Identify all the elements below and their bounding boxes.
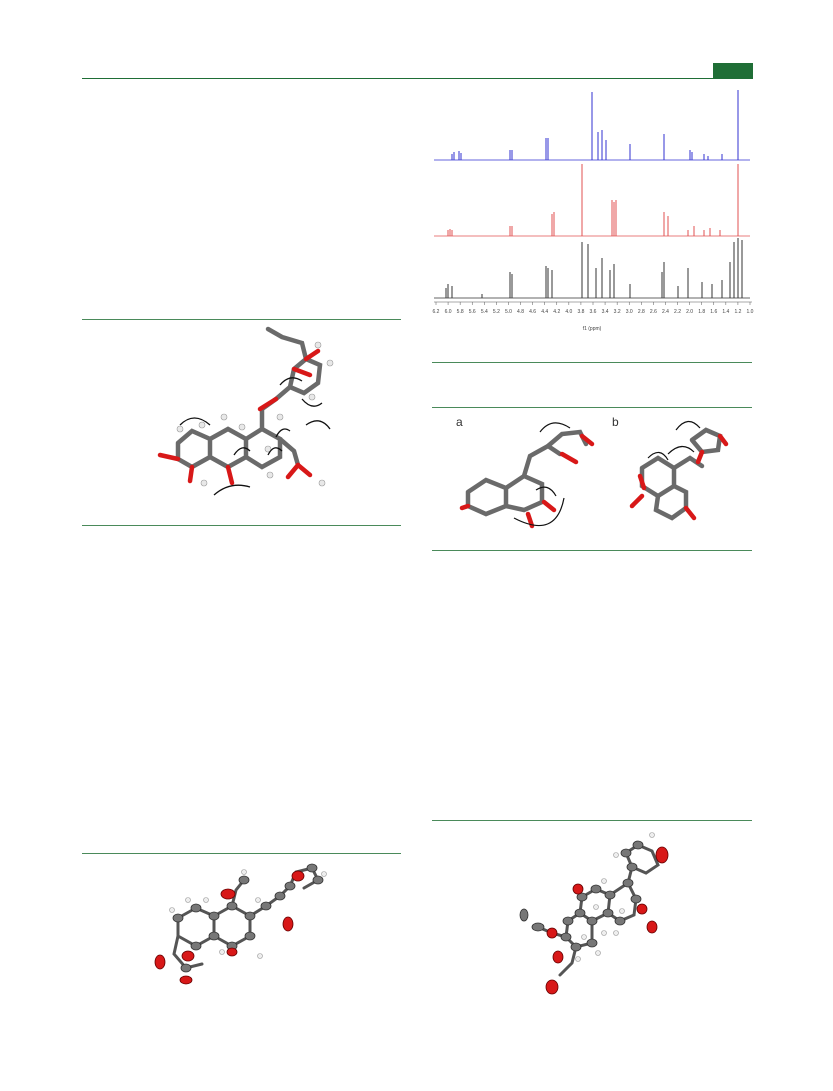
nmr-tick-label: 2.4 (662, 309, 669, 315)
ortep-2-carbons (519, 840, 644, 952)
figure-rule (432, 407, 752, 408)
hydrogen-atoms (176, 341, 334, 487)
ortep-1-oxygens (154, 870, 305, 985)
figure-rule (82, 319, 401, 320)
conformer-b-oxygens (629, 433, 729, 521)
nmr-tick-label: 3.6 (590, 309, 597, 315)
nmr-tick-label: 5.4 (481, 309, 488, 315)
nmr-tick-label: 1.4 (722, 309, 729, 315)
nmr-tick-label: 4.0 (565, 309, 572, 315)
nmr-tick-label: 3.2 (614, 309, 621, 315)
noe-structure-figure (157, 326, 334, 496)
nmr-axis-label: f1 (ppm) (583, 326, 602, 332)
nmr-tick-label: 6.0 (445, 309, 452, 315)
nmr-tick-label: 6.2 (433, 309, 440, 315)
nmr-tick-label: 5.6 (469, 309, 476, 315)
conformer-b-skeleton (639, 427, 723, 521)
conformer-a-oxygens (459, 433, 595, 529)
conformer-a-skeleton (465, 429, 589, 517)
conformer-figure: a b (456, 415, 729, 529)
nmr-trace-0 (434, 90, 750, 161)
nmr-tick-label: 1.8 (698, 309, 705, 315)
ortep-2-oxygens (545, 846, 669, 995)
journal-tab (713, 63, 753, 78)
nmr-tick-label: 5.0 (505, 309, 512, 315)
nmr-tick-label: 4.6 (529, 309, 536, 315)
figure-rule (82, 525, 401, 526)
carbon-skeleton (175, 326, 323, 470)
ortep-structure-2 (519, 832, 669, 995)
panel-label-b: b (612, 415, 619, 429)
nmr-tick-label: 2.2 (674, 309, 681, 315)
conformer-b-arrows (647, 420, 701, 461)
nmr-tick-label: 5.8 (457, 309, 464, 315)
nmr-tick-label: 2.0 (686, 309, 693, 315)
nmr-tick-label: 4.8 (517, 309, 524, 315)
nmr-tick-label: 3.4 (602, 309, 609, 315)
nmr-tick-label: 4.2 (553, 309, 560, 315)
nmr-spectra-figure: 6.2 6.0 5.8 5.6 5.4 5.2 5.0 4.8 4.6 4.4 4.2 4.0 3.8 3… (433, 90, 754, 332)
figure-rule (82, 853, 401, 854)
figure-rule (432, 362, 752, 363)
nmr-tick-label: 1.2 (734, 309, 741, 315)
ortep-1-carbons (172, 863, 324, 973)
figure-rule (432, 550, 752, 551)
nmr-tick-label: 3.8 (577, 309, 584, 315)
nmr-trace-2 (434, 238, 750, 299)
nmr-tick-label: 3.0 (626, 309, 633, 315)
nmr-tick-label: 5.2 (493, 309, 500, 315)
nmr-trace-1 (434, 164, 750, 237)
ortep-1-hydrogens (169, 869, 327, 959)
header-rule (82, 78, 753, 79)
panel-label-a: a (456, 415, 463, 429)
nmr-tick-label: 2.8 (638, 309, 645, 315)
oxygen-bonds (157, 348, 321, 486)
nmr-tick-label: 2.6 (650, 309, 657, 315)
figure-rule (432, 820, 752, 821)
nmr-tick-label: 1.0 (747, 309, 754, 315)
conformer-a-arrows (513, 422, 571, 527)
ortep-2-hydrogens (575, 832, 655, 962)
nmr-tick-label: 1.6 (710, 309, 717, 315)
ortep-structure-1 (154, 863, 327, 985)
nmr-tick-label: 4.4 (541, 309, 548, 315)
noe-arrows (179, 377, 331, 496)
